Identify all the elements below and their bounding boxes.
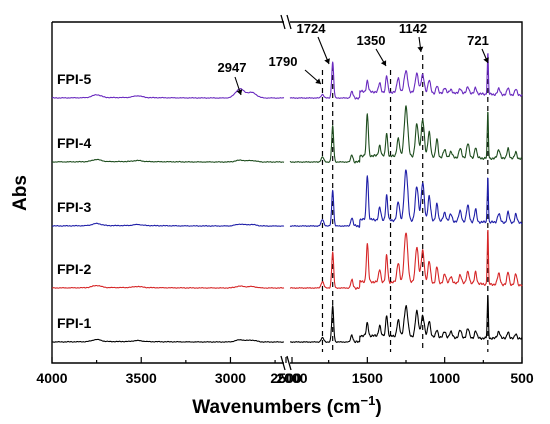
series-labels: FPI-1 FPI-2 FPI-3 FPI-4 FPI-5 — [57, 71, 91, 331]
peak-label-1790: 1790 — [269, 54, 298, 69]
peak-annotations: 1790 1724 1350 1142 721 2947 — [218, 21, 489, 96]
x-axis-title-unit-exponent: −1 — [361, 393, 376, 408]
peak-label-1350: 1350 — [357, 33, 386, 48]
arrowhead-icon — [417, 46, 424, 52]
arrowhead-icon — [236, 89, 243, 95]
x-axis-title-main: Wavenumbers (cm — [192, 397, 360, 418]
x-tick-label: 1500 — [352, 370, 383, 386]
x-tick-label: 2500 — [270, 370, 301, 386]
x-tick-label: 3500 — [126, 370, 157, 386]
spectrum-line-high-fpi-4 — [51, 158, 285, 163]
series-label-fpi-5: FPI-5 — [57, 71, 91, 87]
spectrum-line-high-fpi-2 — [51, 284, 285, 289]
spectrum-line-low-fpi-1 — [289, 295, 523, 344]
arrowhead-icon — [483, 57, 489, 63]
series-label-fpi-3: FPI-3 — [57, 199, 91, 215]
series-label-fpi-2: FPI-2 — [57, 261, 91, 277]
spectrum-line-high-fpi-1 — [51, 338, 284, 343]
x-axis-title: Wavenumbers (cm−1) — [192, 393, 381, 418]
peak-label-2947: 2947 — [218, 60, 247, 75]
peak-label-721: 721 — [467, 33, 489, 48]
x-tick-label: 2000 — [276, 370, 307, 386]
arrowhead-icon — [380, 60, 387, 66]
peak-label-1724: 1724 — [297, 21, 327, 36]
series-label-fpi-1: FPI-1 — [57, 315, 91, 331]
spectrum-line-low-fpi-5 — [289, 53, 523, 100]
spectrum-line-high-fpi-5 — [51, 88, 285, 99]
x-tick-label: 3000 — [215, 370, 246, 386]
x-tick-label: 4000 — [36, 370, 67, 386]
spectrum-line-low-fpi-4 — [289, 105, 523, 164]
axis-break-top — [280, 14, 292, 30]
y-axis-title: Abs — [10, 175, 31, 211]
x-tick-label: 1000 — [429, 370, 460, 386]
series-label-fpi-4: FPI-4 — [57, 135, 91, 151]
spectrum-line-low-fpi-3 — [289, 169, 523, 228]
peak-label-1142: 1142 — [399, 21, 427, 36]
spectra — [51, 53, 523, 344]
x-tick-label: 500 — [510, 370, 534, 386]
arrowhead-icon — [324, 58, 330, 64]
spectrum-line-low-fpi-2 — [289, 229, 523, 290]
axis-break-bottom — [280, 355, 292, 371]
spectrum-line-high-fpi-3 — [51, 222, 285, 227]
x-axis-title-close: ) — [375, 397, 381, 418]
arrowhead-icon — [315, 78, 321, 84]
